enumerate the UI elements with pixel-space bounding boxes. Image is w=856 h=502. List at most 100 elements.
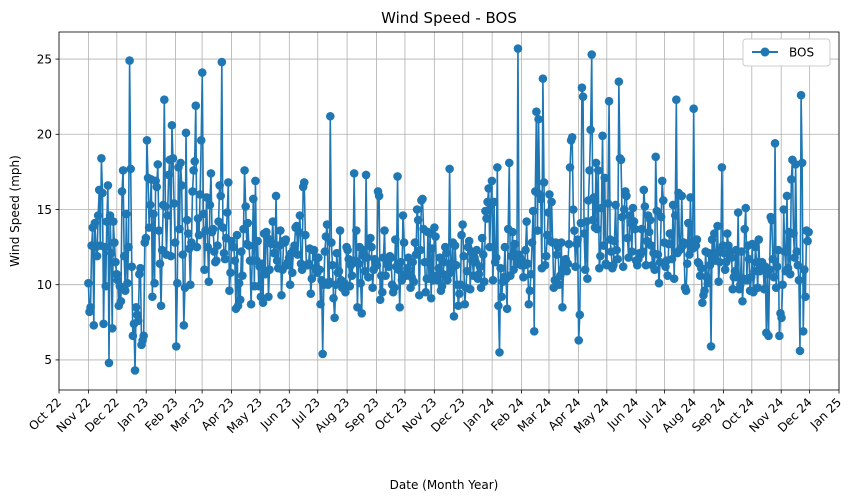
data-point (567, 132, 577, 142)
data-point (315, 265, 324, 274)
data-point (629, 217, 639, 226)
data-point (496, 263, 505, 273)
data-point (426, 293, 436, 303)
data-point (139, 331, 148, 341)
data-point (657, 176, 667, 186)
data-point (110, 238, 119, 247)
data-point (794, 275, 804, 285)
data-point (430, 223, 439, 232)
y-axis-label: Wind Speed (mph) (8, 155, 22, 267)
data-point (117, 187, 127, 196)
data-point (206, 169, 216, 178)
data-point (189, 166, 198, 175)
data-point (413, 215, 423, 225)
data-point (328, 260, 337, 270)
data-point (168, 154, 178, 163)
data-point (173, 278, 182, 288)
data-point (728, 284, 738, 294)
data-point (378, 287, 387, 297)
data-point (109, 217, 118, 226)
data-point (347, 271, 357, 280)
data-point (458, 220, 467, 229)
data-point (230, 256, 240, 265)
data-point (449, 311, 459, 321)
data-point (152, 182, 162, 192)
data-point (645, 215, 655, 225)
data-point (148, 292, 157, 302)
data-point (771, 283, 781, 293)
data-point (723, 229, 732, 238)
data-point (127, 262, 137, 271)
data-point (669, 274, 679, 283)
data-point (793, 260, 803, 270)
data-point (574, 336, 583, 345)
data-point (677, 191, 687, 201)
data-point (558, 302, 567, 312)
data-point (698, 298, 707, 308)
data-point (622, 191, 631, 201)
data-point (107, 324, 117, 333)
data-point (90, 218, 100, 228)
data-point (450, 241, 460, 250)
data-point (268, 217, 278, 226)
data-point (141, 233, 151, 243)
data-point (500, 242, 510, 252)
data-point (650, 265, 659, 274)
data-point (513, 44, 523, 53)
data-point (381, 271, 390, 280)
data-point (99, 319, 108, 329)
plot-frame (58, 31, 840, 391)
data-point (271, 191, 281, 201)
data-point (481, 206, 490, 216)
data-point (614, 77, 624, 86)
y-tick-label: 20 (37, 128, 52, 142)
data-point (534, 114, 543, 124)
data-point (618, 262, 628, 271)
data-point (357, 308, 367, 318)
data-point (203, 242, 213, 252)
data-point (229, 242, 239, 252)
data-point (670, 211, 680, 220)
data-point (457, 230, 466, 240)
data-point (494, 301, 503, 311)
data-point (598, 131, 607, 141)
data-point (797, 158, 807, 168)
data-point (144, 223, 154, 232)
data-point (795, 346, 805, 356)
data-point (294, 227, 304, 237)
data-point (599, 241, 608, 250)
data-point (100, 242, 109, 252)
data-point (232, 230, 242, 240)
data-point (759, 284, 769, 294)
data-point (528, 206, 538, 216)
data-point (125, 56, 134, 65)
data-point (181, 128, 191, 138)
data-point (740, 224, 749, 234)
data-point (491, 253, 501, 262)
data-point (169, 199, 179, 208)
data-point (220, 254, 230, 264)
data-point (190, 157, 199, 166)
data-point (568, 205, 578, 214)
data-point (564, 239, 574, 249)
data-point (488, 275, 498, 285)
data-point (493, 163, 502, 172)
data-point (625, 211, 634, 220)
data-point (529, 327, 539, 336)
data-point (540, 260, 550, 270)
data-point (251, 176, 260, 186)
data-point (596, 251, 605, 261)
data-point (202, 193, 211, 202)
data-point (767, 215, 777, 225)
data-point (192, 242, 202, 252)
data-point (485, 242, 495, 252)
data-point (421, 287, 431, 297)
data-point (153, 160, 163, 169)
data-point (651, 152, 661, 162)
data-point (541, 251, 551, 261)
data-point (92, 251, 102, 261)
data-point (583, 274, 592, 283)
data-point (341, 287, 350, 297)
data-point (703, 278, 713, 288)
data-point (720, 265, 730, 274)
